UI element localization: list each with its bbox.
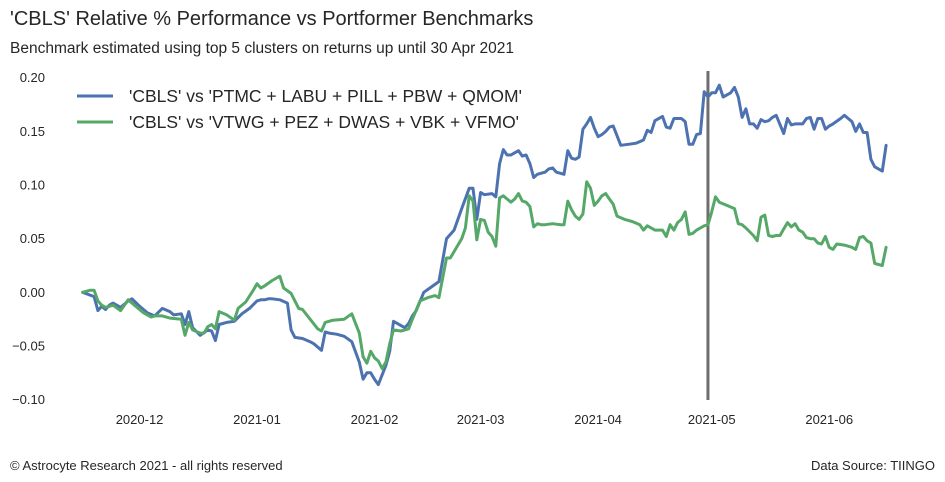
- x-tick-label: 2021-04: [574, 412, 622, 427]
- y-axis-ticks: −0.10 −0.05 0.00 0.05 0.10 0.15 0.20: [12, 70, 45, 407]
- y-tick-label: 0.10: [20, 178, 45, 193]
- x-tick-label: 2021-03: [457, 412, 505, 427]
- x-tick-label: 2021-05: [688, 412, 736, 427]
- x-tick-label: 2021-02: [351, 412, 399, 427]
- data-source-label: Data Source: TIINGO: [810, 458, 935, 473]
- chart-subtitle: Benchmark estimated using top 5 clusters…: [10, 40, 515, 57]
- series-line-2: [81, 180, 888, 370]
- series-layer: [81, 83, 888, 387]
- legend-label-2: 'CBLS' vs 'VTWG + PEZ + DWAS + VBK + VFM…: [129, 112, 519, 132]
- y-tick-label: −0.05: [12, 338, 45, 353]
- x-tick-label: 2021-06: [805, 412, 853, 427]
- legend-label-1: 'CBLS' vs 'PTMC + LABU + PILL + PBW + QM…: [129, 86, 522, 106]
- legend: 'CBLS' vs 'PTMC + LABU + PILL + PBW + QM…: [77, 86, 522, 132]
- y-tick-label: 0.20: [20, 70, 45, 85]
- chart-title: 'CBLS' Relative % Performance vs Portfor…: [10, 8, 534, 30]
- y-tick-label: 0.15: [20, 124, 45, 139]
- copyright-notice: © Astrocyte Research 2021 - all rights r…: [10, 458, 283, 473]
- y-tick-label: 0.00: [20, 285, 45, 300]
- x-axis-ticks: 2020-12 2021-01 2021-02 2021-03 2021-04 2021-…: [116, 412, 853, 427]
- y-tick-label: −0.10: [12, 392, 45, 407]
- x-tick-label: 2020-12: [116, 412, 164, 427]
- series-line-1: [81, 83, 888, 387]
- y-tick-label: 0.05: [20, 231, 45, 246]
- x-tick-label: 2021-01: [233, 412, 281, 427]
